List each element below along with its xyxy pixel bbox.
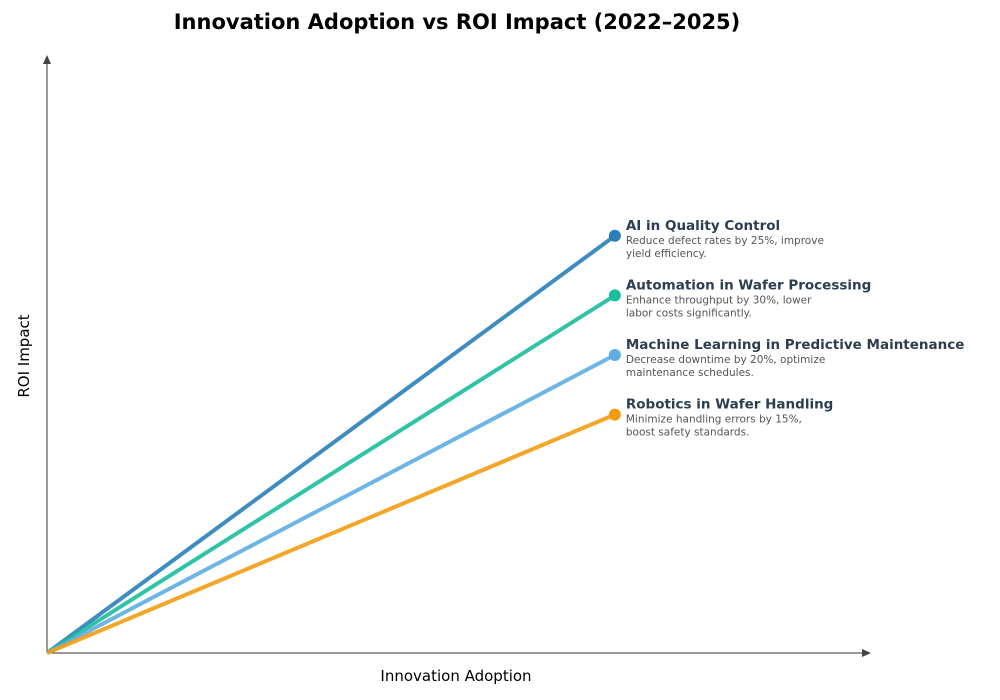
series-label: Automation in Wafer Processing xyxy=(626,277,871,293)
series-description: maintenance schedules. xyxy=(626,367,754,379)
series-description: Decrease downtime by 20%, optimize xyxy=(626,354,825,366)
series-line xyxy=(45,234,617,655)
y-axis-arrow xyxy=(43,55,51,64)
series-description: Enhance throughput by 30%, lower xyxy=(626,294,812,306)
series-description: Reduce defect rates by 25%, improve xyxy=(626,235,824,247)
series-description: labor costs significantly. xyxy=(626,307,752,319)
series-line xyxy=(45,293,616,655)
series-endpoint xyxy=(608,289,621,302)
series-line xyxy=(46,412,616,655)
series-description: Minimize handling errors by 15%, xyxy=(626,414,802,426)
series-endpoint xyxy=(608,349,621,361)
series-description: yield efficiency. xyxy=(626,248,707,260)
series-label: AI in Quality Control xyxy=(626,218,780,234)
series-line xyxy=(46,353,616,655)
x-axis-arrow xyxy=(862,649,871,657)
x-axis-label: Innovation Adoption xyxy=(380,667,531,685)
y-axis-label: ROI Impact xyxy=(15,314,33,397)
series-description: boost safety standards. xyxy=(626,427,750,439)
series-endpoint xyxy=(608,408,621,421)
series-label: Robotics in Wafer Handling xyxy=(626,397,833,413)
series-endpoint xyxy=(608,229,621,242)
series-label: Machine Learning in Predictive Maintenan… xyxy=(626,337,965,353)
chart-title: Innovation Adoption vs ROI Impact (2022–… xyxy=(173,10,741,34)
